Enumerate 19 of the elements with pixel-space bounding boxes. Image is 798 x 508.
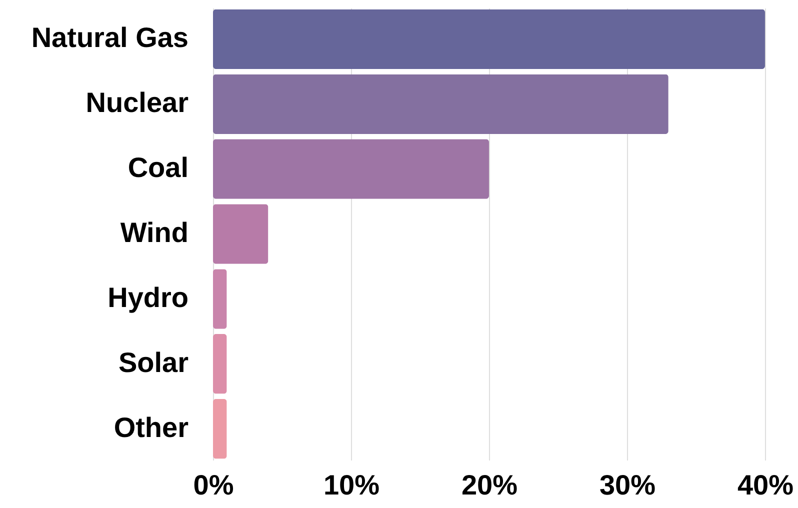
bar [213,9,765,70]
bar [213,139,489,199]
x-tick-label: 30% [599,470,656,500]
x-tick-label: 0% [193,470,234,500]
y-tick-label: Natural Gas [31,22,188,54]
bar [213,334,227,394]
y-tick-label: Nuclear [86,87,189,118]
y-tick-label: Wind [120,217,188,248]
y-tick-label: Solar [118,346,189,378]
bar [213,204,268,264]
x-tick-label: 20% [461,470,518,500]
x-tick-label: 40% [737,470,794,500]
y-tick-label: Coal [128,152,188,184]
y-tick-label: Other [114,412,189,443]
bar [213,398,227,459]
bar [213,269,227,329]
x-tick-label: 10% [323,470,380,500]
bar [213,74,668,134]
y-tick-label: Hydro [108,282,188,313]
